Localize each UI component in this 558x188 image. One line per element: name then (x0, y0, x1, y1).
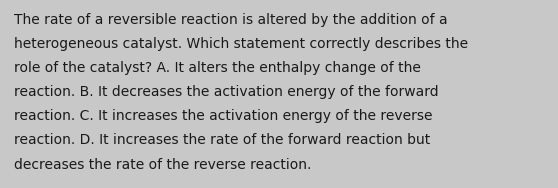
Text: The rate of a reversible reaction is altered by the addition of a: The rate of a reversible reaction is alt… (14, 13, 448, 27)
Text: heterogeneous catalyst. Which statement correctly describes the: heterogeneous catalyst. Which statement … (14, 37, 468, 51)
Text: decreases the rate of the reverse reaction.: decreases the rate of the reverse reacti… (14, 158, 311, 171)
Text: reaction. B. It decreases the activation energy of the forward: reaction. B. It decreases the activation… (14, 85, 439, 99)
Text: reaction. C. It increases the activation energy of the reverse: reaction. C. It increases the activation… (14, 109, 432, 123)
Text: reaction. D. It increases the rate of the forward reaction but: reaction. D. It increases the rate of th… (14, 133, 430, 147)
Text: role of the catalyst? A. It alters the enthalpy change of the: role of the catalyst? A. It alters the e… (14, 61, 421, 75)
